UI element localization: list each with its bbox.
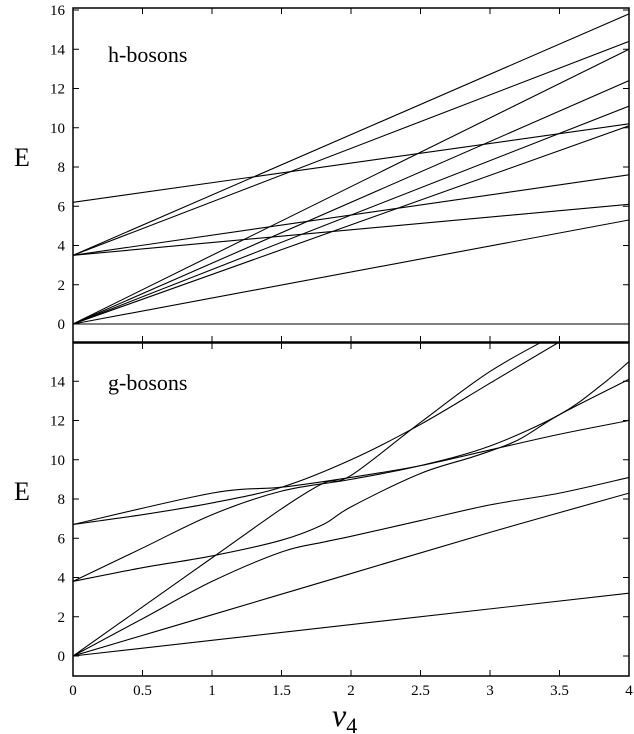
y-tick-label: 0 <box>58 649 66 665</box>
x-axis-label: v4 <box>332 697 357 734</box>
series-line-7 <box>73 203 629 256</box>
series-line-5 <box>73 80 629 325</box>
series-line-7 <box>73 343 559 526</box>
y-tick-label: 14 <box>50 374 66 390</box>
x-tick-label: 4 <box>625 683 633 699</box>
y-tick-label: 14 <box>50 42 66 58</box>
x-tick-label: 2 <box>347 683 355 699</box>
series-line-9 <box>73 40 629 256</box>
series-line-6 <box>73 361 629 582</box>
x-tick-label: 1 <box>208 683 216 699</box>
y-tick-label: 0 <box>58 317 66 333</box>
y-tick-label: 8 <box>58 492 66 508</box>
panel-g-bosons: g-bosons E v4 0 0.5 1 1.5 2 2.5 3 3.5 4024681012… <box>14 342 633 734</box>
y-tick-label: 4 <box>58 571 66 587</box>
panel-title-h-bosons: h-bosons <box>108 42 187 67</box>
series-line-8 <box>73 419 629 526</box>
series-group <box>73 343 629 657</box>
y-tick-label: 10 <box>50 453 65 469</box>
y-axis-label-top: E <box>14 143 30 172</box>
x-tick-label: 3.5 <box>550 683 569 699</box>
series-line-5 <box>73 378 629 582</box>
panel-title-g-bosons: g-bosons <box>108 370 187 395</box>
panel-h-bosons: h-bosons E 0 2 4 6 8 10 12 14 16 <box>14 3 630 343</box>
y-tick-label: 8 <box>58 160 66 176</box>
series-line-3 <box>73 125 629 325</box>
y-tick-label: 6 <box>58 531 66 547</box>
y-tick-label: 12 <box>50 82 65 98</box>
series-line-4 <box>73 343 541 657</box>
x-tick-label: 3 <box>486 683 494 699</box>
series-line-6 <box>73 48 629 325</box>
series-line-1 <box>73 592 629 657</box>
y-tick-label: 16 <box>50 3 66 19</box>
x-tick-label: 0 <box>69 683 77 699</box>
y-tick-label: 6 <box>58 199 66 215</box>
series-line-2 <box>73 492 629 657</box>
series-line-2 <box>73 219 629 325</box>
x-axis-label-main: v <box>332 697 347 733</box>
x-tick-label: 1.5 <box>272 683 291 699</box>
series-line-10 <box>73 13 629 256</box>
x-tick-label: 2.5 <box>411 683 430 699</box>
y-tick-label: 10 <box>50 121 65 137</box>
y-tick-label: 2 <box>58 278 66 294</box>
x-axis-label-subscript: 4 <box>346 713 357 734</box>
y-tick-label: 12 <box>50 414 65 430</box>
y-axis-label-bottom: E <box>14 477 30 506</box>
series-group <box>73 13 629 325</box>
series-line-8 <box>73 174 629 256</box>
series-line-11 <box>73 123 629 203</box>
y-tick-label: 4 <box>58 239 66 255</box>
y-tick-label: 2 <box>58 610 66 626</box>
series-line-3 <box>73 476 629 657</box>
x-tick-label: 0.5 <box>133 683 152 699</box>
